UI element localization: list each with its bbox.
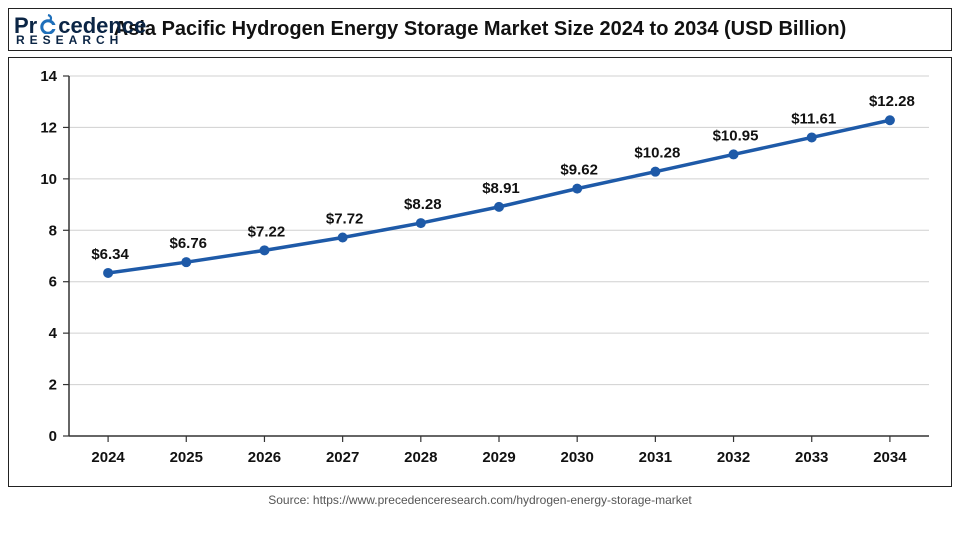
y-tick-label: 0 [49,428,57,445]
y-tick-label: 4 [49,325,58,342]
data-marker [729,149,739,159]
x-tick-label: 2034 [873,449,907,466]
y-tick-label: 8 [49,222,57,239]
data-marker [807,132,817,142]
x-tick-label: 2027 [326,449,359,466]
data-marker [259,245,269,255]
data-label: $8.28 [404,196,442,213]
data-label: $9.62 [560,162,598,179]
data-marker [885,115,895,125]
logo-text-2: RESEARCH [16,35,174,46]
source-attribution: Source: https://www.precedenceresearch.c… [8,493,952,507]
x-tick-label: 2025 [170,449,203,466]
data-label: $8.91 [482,180,520,197]
y-tick-label: 2 [49,377,57,394]
data-label: $6.34 [91,246,129,263]
x-tick-label: 2024 [91,449,125,466]
data-label: $6.76 [169,235,207,252]
data-marker [494,202,504,212]
x-tick-label: 2031 [639,449,672,466]
data-marker [416,218,426,228]
data-marker [181,257,191,267]
data-label: $7.72 [326,210,364,227]
data-marker [338,232,348,242]
chart-area: 0 2 4 6 8 10 12 14 2024 2025 2026 2027 2028 2029 2030 2… [8,57,952,487]
data-marker [103,268,113,278]
brand-logo: Pr cedence RESEARCH [14,14,174,46]
x-tick-label: 2028 [404,449,437,466]
data-label: $11.61 [791,110,836,127]
data-label: $12.28 [869,93,915,110]
x-tick-label: 2026 [248,449,281,466]
y-tick-label: 14 [40,68,57,85]
x-tick-label: 2033 [795,449,828,466]
x-tick-label: 2030 [560,449,593,466]
data-label: $10.28 [634,145,680,162]
y-tick-label: 6 [49,274,57,291]
x-tick-label: 2032 [717,449,750,466]
data-label: $7.22 [248,223,286,240]
x-tick-label: 2029 [482,449,515,466]
data-marker [650,167,660,177]
y-tick-label: 12 [40,119,57,136]
y-tick-label: 10 [40,171,57,188]
data-label: $10.95 [713,127,759,144]
line-chart: 0 2 4 6 8 10 12 14 2024 2025 2026 2027 2028 2029 2030 2… [9,58,949,484]
data-marker [572,184,582,194]
